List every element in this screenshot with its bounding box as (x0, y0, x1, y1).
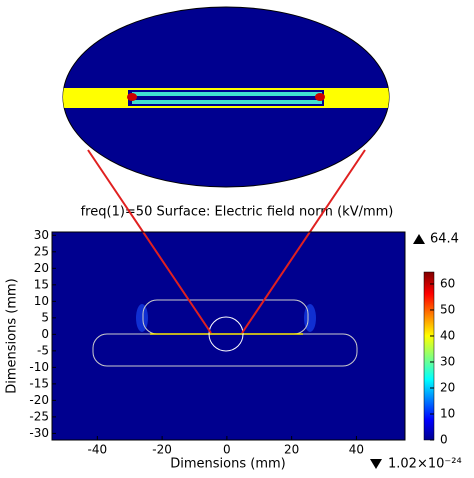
y-tick-label: 30 (34, 228, 49, 242)
colorbar-tick-label: 30 (440, 354, 455, 368)
y-tick-label: 10 (34, 294, 49, 308)
inset-electrode (132, 100, 322, 104)
x-tick-label: 0 (223, 443, 231, 457)
y-tick-label: -5 (37, 343, 49, 357)
colorbar-tick-label: 10 (440, 406, 455, 420)
inset-hotspot (315, 93, 325, 101)
y-tick-label: -20 (29, 393, 49, 407)
max-marker (413, 234, 425, 244)
field-glow (136, 304, 148, 332)
inset-electrode (132, 92, 322, 96)
y-axis-label: Dimensions (mm) (5, 278, 20, 393)
colorbar-tick-label: 40 (440, 328, 455, 342)
y-tick-label: -25 (29, 409, 49, 423)
y-tick-label: 20 (34, 261, 49, 275)
y-tick-label: 0 (41, 327, 49, 341)
max-label: 64.4 (430, 232, 459, 247)
y-tick-label: 5 (41, 310, 49, 324)
colorbar-tick-label: 0 (440, 433, 448, 447)
colorbar-tick-label: 50 (440, 302, 455, 316)
zoom-inset (62, 6, 390, 188)
x-tick-label: -20 (152, 443, 172, 457)
colorbar-tick-label: 20 (440, 380, 455, 394)
zoom-line (87, 149, 212, 334)
x-axis-label: Dimensions (mm) (170, 457, 285, 472)
min-label: 1.02×10⁻²⁴ (388, 457, 462, 472)
min-marker (370, 459, 382, 469)
x-tick-label: -40 (88, 443, 108, 457)
colorbar (423, 271, 435, 441)
x-tick-label: 20 (284, 443, 299, 457)
y-tick-label: -15 (29, 376, 49, 390)
zoom-circle (208, 316, 244, 352)
inset-hotspot (127, 93, 137, 101)
plot-frame (51, 231, 406, 441)
y-tick-label: -30 (29, 426, 49, 440)
colorbar-tick-label: 60 (440, 276, 455, 290)
chart-title: freq(1)=50 Surface: Electric field norm … (81, 205, 394, 220)
y-tick-label: 15 (34, 277, 49, 291)
y-tick-label: 25 (34, 244, 49, 258)
zoom-line (241, 149, 366, 334)
y-tick-label: -10 (29, 360, 49, 374)
plot-area (52, 232, 405, 440)
x-tick-label: 40 (349, 443, 364, 457)
